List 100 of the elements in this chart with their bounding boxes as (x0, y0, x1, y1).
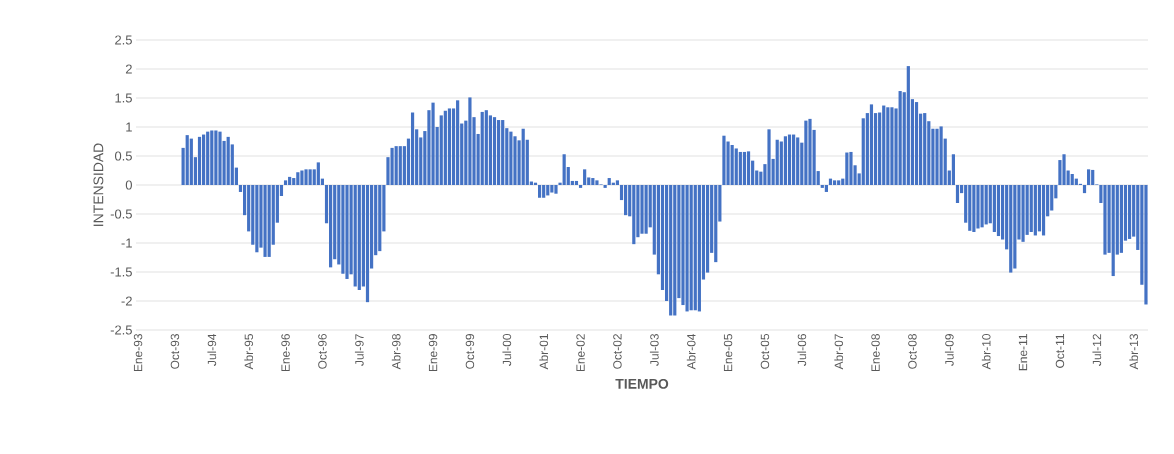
bar (300, 170, 304, 185)
x-tick-label: Oct-96 (318, 334, 327, 369)
bar (1070, 173, 1074, 185)
bar (1144, 185, 1148, 305)
x-tick-label: Jul-94 (207, 333, 217, 366)
bar (730, 144, 734, 185)
bar (546, 185, 550, 196)
bar (296, 172, 300, 185)
bar (632, 185, 636, 245)
bar (365, 185, 370, 303)
x-tick-label: Oct-11 (1055, 334, 1065, 368)
bar (210, 130, 214, 185)
bar (398, 146, 402, 185)
bar (890, 107, 894, 185)
x-tick-label: Abr-01 (539, 334, 549, 370)
bar (562, 154, 566, 185)
bar (484, 110, 488, 185)
bar (914, 102, 919, 185)
bar (607, 178, 611, 185)
x-tick-label: Jul-12 (1092, 334, 1102, 366)
bar (1041, 185, 1046, 236)
bar (550, 185, 554, 193)
bar (480, 111, 484, 185)
bar (316, 162, 320, 185)
bar (439, 115, 443, 185)
bar (693, 185, 697, 311)
x-tick-label: Abr-13 (1129, 334, 1139, 370)
bar (509, 131, 513, 185)
x-tick-label: Jul-97 (354, 334, 364, 366)
bar (214, 130, 218, 185)
bar (886, 107, 890, 185)
bar (353, 185, 357, 287)
bar (734, 148, 738, 185)
bar (742, 151, 747, 185)
bar (722, 135, 726, 185)
x-tick-label: Ene-96 (281, 334, 290, 372)
bar (992, 185, 996, 232)
bar (824, 185, 828, 192)
bar (714, 185, 718, 263)
bar (951, 154, 955, 185)
x-tick-label: Oct-08 (908, 334, 917, 369)
bar (669, 185, 673, 316)
bar (644, 185, 648, 234)
bar (1087, 169, 1091, 185)
bar (939, 126, 943, 185)
bar (378, 185, 382, 252)
bar (640, 185, 644, 234)
bar (1009, 185, 1013, 273)
bar (542, 185, 546, 198)
y-tick-label: -2 (121, 296, 132, 306)
bar (603, 185, 607, 188)
y-tick-label: -2.5 (110, 325, 132, 335)
x-tick-label: Jul-09 (944, 334, 954, 366)
bar (775, 139, 779, 185)
bar (431, 102, 435, 185)
x-tick-label: Abr-98 (391, 334, 401, 370)
bar (1037, 185, 1042, 232)
x-tick-label: Abr-95 (244, 334, 254, 370)
bar (923, 113, 927, 185)
bar (255, 185, 259, 253)
bar (202, 134, 206, 185)
bar (968, 185, 972, 231)
bar (304, 169, 308, 185)
bar (574, 180, 579, 185)
bar (697, 185, 701, 312)
bar (783, 136, 788, 185)
x-tick-label: Oct-02 (613, 334, 622, 369)
bar (185, 135, 189, 185)
bar (787, 134, 792, 185)
x-tick-label: Abr-04 (686, 333, 696, 370)
bar (537, 185, 542, 198)
x-tick-label: Abr-07 (834, 334, 844, 370)
y-tick-label: 1.5 (115, 93, 132, 103)
bar (578, 185, 583, 188)
bar (554, 185, 558, 194)
bar (226, 136, 230, 185)
bar (1033, 185, 1037, 236)
bar (1091, 169, 1095, 185)
bar (1082, 185, 1087, 194)
bar (206, 131, 210, 185)
bar (583, 169, 587, 185)
bar (390, 147, 394, 185)
bar (283, 180, 288, 185)
x-tick-label: Jul-00 (502, 333, 512, 366)
x-axis-title: TIEMPO (615, 378, 669, 389)
bar (828, 178, 833, 185)
x-tick-label: Abr-10 (981, 333, 991, 370)
bar (521, 128, 525, 185)
bar (1029, 185, 1033, 232)
bar (1119, 185, 1123, 253)
bar (263, 185, 267, 257)
bar (357, 185, 361, 290)
bar (501, 120, 505, 185)
bar (497, 120, 501, 185)
bar (689, 185, 693, 311)
bar (767, 129, 771, 185)
bar (447, 108, 452, 185)
bar (837, 180, 841, 185)
bar (394, 146, 398, 185)
bar (849, 151, 853, 185)
